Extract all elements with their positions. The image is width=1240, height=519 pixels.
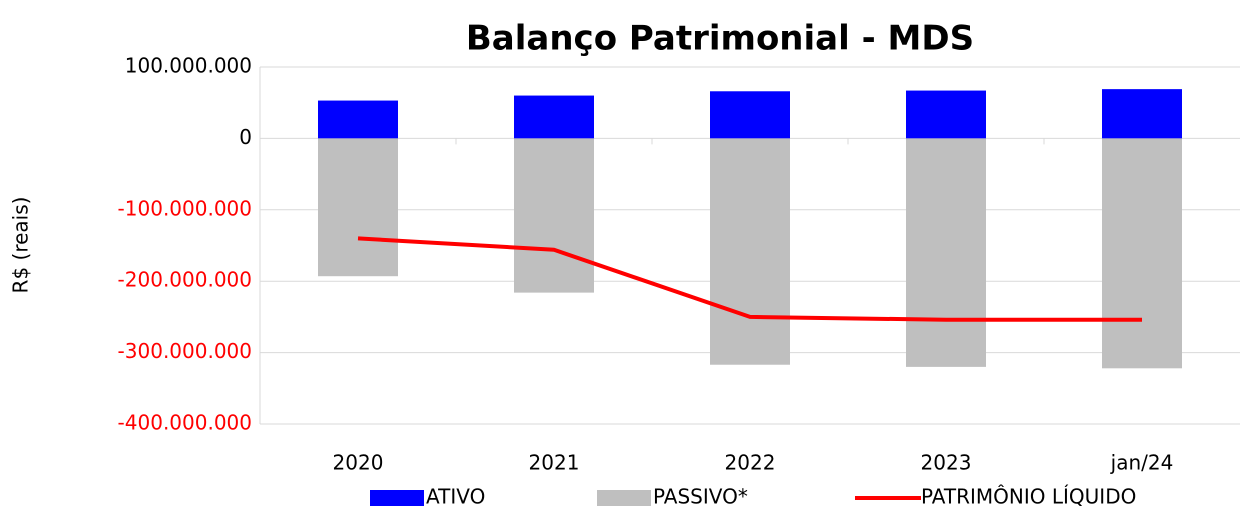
y-tick-label: 0	[239, 125, 252, 149]
bar	[1102, 138, 1182, 369]
chart-title: Balanço Patrimonial - MDS	[466, 19, 974, 59]
y-axis-label: R$ (reais)	[9, 197, 33, 294]
bar	[906, 138, 986, 367]
bar	[710, 91, 790, 139]
x-tick-label: jan/24	[1110, 451, 1174, 475]
x-tick-label: 2023	[921, 451, 972, 475]
bar	[710, 138, 790, 365]
legend-label: PATRIMÔNIO LÍQUIDO	[921, 485, 1136, 509]
y-tick-label: -200.000.000	[118, 268, 252, 292]
bar	[1102, 89, 1182, 139]
legend-label: PASSIVO*	[653, 485, 748, 509]
bar	[318, 100, 398, 139]
x-tick-label: 2022	[725, 451, 776, 475]
bar	[318, 138, 398, 277]
legend-swatch	[597, 490, 651, 506]
y-tick-label: -300.000.000	[118, 339, 252, 363]
y-tick-label: -100.000.000	[118, 196, 252, 220]
y-tick-label: 100.000.000	[125, 54, 252, 78]
y-tick-label: -400.000.000	[118, 411, 252, 435]
legend-label: ATIVO	[426, 485, 485, 509]
line	[357, 236, 1142, 322]
legend-swatch	[370, 490, 424, 506]
bar	[514, 95, 594, 139]
x-tick-label: 2021	[529, 451, 580, 475]
x-tick-label: 2020	[333, 451, 384, 475]
bar	[514, 138, 594, 293]
bar	[906, 90, 986, 139]
